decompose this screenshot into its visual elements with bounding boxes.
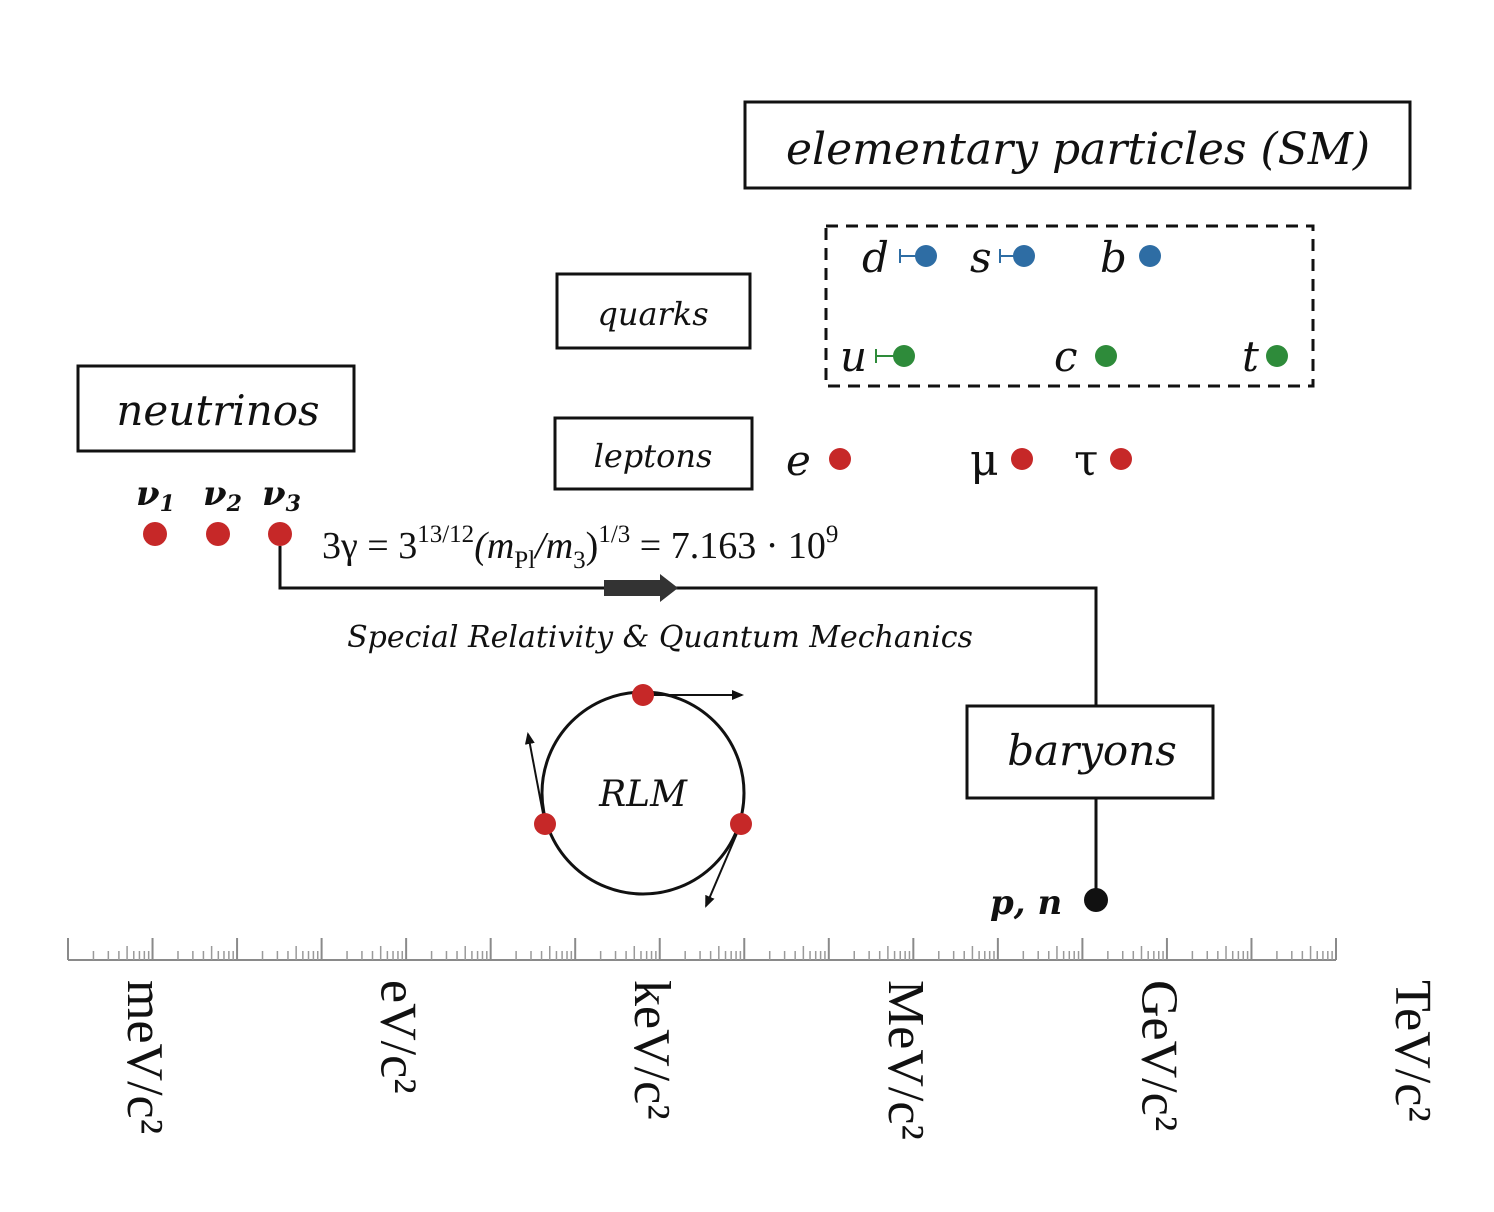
axis-unit-label: TeV/c² [1384, 980, 1441, 1122]
quark-s-label: s [970, 233, 992, 282]
lepton-tau-label: τ [1074, 435, 1098, 486]
neutrino-1-dot [143, 522, 167, 546]
nucleons-dot [1084, 888, 1108, 912]
baryons-label: baryons [1007, 726, 1177, 775]
quark-d: d [862, 233, 937, 282]
mass-axis-ticks [67, 938, 1337, 960]
rlm-diagram: RLM [524, 684, 752, 908]
baryons-box: baryons [965, 704, 1215, 800]
neutrinos-box: neutrinos [76, 364, 356, 453]
lepton-tau-dot [1110, 448, 1132, 470]
quarks-box: quarks [555, 272, 752, 350]
quark-b-dot [1139, 245, 1161, 267]
mass-axis-unit-labels: meV/c² eV/c² keV/c² MeV/c² GeV/c² TeV/c² [116, 980, 1441, 1140]
svg-text:ν3: ν3 [262, 474, 301, 517]
svg-text:ν2: ν2 [203, 474, 242, 517]
quark-c-dot [1095, 345, 1117, 367]
quark-t-dot [1266, 345, 1288, 367]
lepton-e-dot [829, 448, 851, 470]
connection-line [278, 546, 1098, 706]
rlm-point-top [632, 684, 654, 706]
quark-s: s [970, 233, 1035, 282]
quark-b: b [1100, 233, 1161, 282]
quark-d-label: d [862, 233, 889, 282]
quark-t: t [1242, 332, 1288, 381]
rlm-point-right [730, 813, 752, 835]
neutrino-2: ν2 [203, 474, 242, 546]
quark-d-dot [915, 245, 937, 267]
axis-unit-label: eV/c² [370, 980, 427, 1094]
axis-unit-label: meV/c² [116, 980, 173, 1134]
mass-axis: meV/c² eV/c² keV/c² MeV/c² GeV/c² TeV/c² [67, 938, 1441, 1140]
neutrinos-label: neutrinos [116, 386, 319, 435]
leptons-label: leptons [594, 437, 713, 475]
rlm-tangent-arrow-right [705, 823, 742, 908]
quark-b-label: b [1100, 233, 1127, 282]
lepton-mu-dot [1011, 448, 1033, 470]
scaling-formula: 3γ = 313/12(mPl/m3)1/3 = 7.163 · 109 [322, 521, 838, 574]
quark-t-label: t [1242, 332, 1259, 381]
neutrino-1-symbol: ν [136, 474, 160, 514]
nucleons-label: p, n [990, 883, 1062, 923]
quark-group-frame [824, 224, 1315, 388]
rlm-label: RLM [598, 774, 688, 815]
leptons-box: leptons [553, 416, 754, 491]
quark-c-label: c [1054, 332, 1078, 381]
rlm-tangent-arrow-left [524, 732, 546, 825]
lepton-e: e [786, 436, 851, 485]
process-label: Special Relativity & Quantum Mechanics [347, 620, 973, 655]
neutrino-2-symbol: ν [203, 474, 227, 514]
neutrino-3-dot [268, 522, 292, 546]
quark-s-dot [1013, 245, 1035, 267]
axis-unit-label: MeV/c² [877, 980, 934, 1140]
axis-unit-label: keV/c² [623, 980, 680, 1120]
lepton-mu-label: μ [970, 435, 999, 486]
rlm-point-left [534, 813, 556, 835]
lepton-tau: τ [1074, 435, 1132, 486]
quark-c: c [1054, 332, 1117, 381]
neutrino-2-subscript: 2 [226, 491, 242, 517]
quark-u-dot [893, 345, 915, 367]
lepton-mu: μ [970, 435, 1033, 486]
svg-text:ν1: ν1 [136, 474, 175, 517]
lepton-e-label: e [786, 436, 811, 485]
neutrino-2-dot [206, 522, 230, 546]
title-box: elementary particles (SM) [743, 100, 1412, 190]
neutrino-3: ν3 [262, 474, 301, 546]
neutrino-3-symbol: ν [262, 474, 286, 514]
quark-u: u [840, 332, 915, 381]
neutrino-1-subscript: 1 [160, 491, 175, 517]
title-text: elementary particles (SM) [786, 124, 1370, 175]
direction-arrow [604, 574, 678, 602]
axis-unit-label: GeV/c² [1130, 980, 1187, 1131]
quarks-label: quarks [597, 295, 708, 333]
quark-u-label: u [840, 332, 867, 381]
neutrino-1: ν1 [136, 474, 175, 546]
neutrino-3-subscript: 3 [286, 491, 301, 517]
